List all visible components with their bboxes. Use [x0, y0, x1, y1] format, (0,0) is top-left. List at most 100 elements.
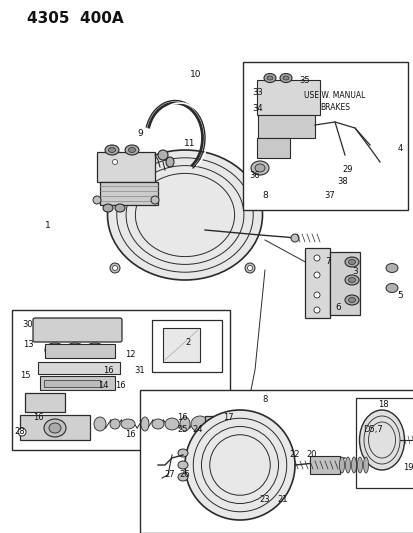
- Ellipse shape: [178, 461, 188, 469]
- Ellipse shape: [345, 457, 350, 473]
- Text: 1: 1: [45, 221, 51, 230]
- Ellipse shape: [152, 419, 164, 429]
- Ellipse shape: [65, 343, 85, 357]
- Ellipse shape: [247, 159, 252, 165]
- Ellipse shape: [108, 148, 115, 152]
- Ellipse shape: [45, 343, 65, 357]
- Ellipse shape: [125, 145, 139, 155]
- Bar: [20, 415, 90, 440]
- Text: 28: 28: [14, 427, 25, 437]
- Text: 34: 34: [252, 103, 263, 112]
- Text: 25: 25: [177, 425, 188, 434]
- Bar: [40, 376, 115, 390]
- Text: 12: 12: [124, 351, 135, 359]
- Ellipse shape: [158, 150, 168, 160]
- Text: 3: 3: [351, 268, 357, 277]
- Ellipse shape: [344, 295, 358, 305]
- Text: BRAKES: BRAKES: [319, 102, 349, 111]
- Ellipse shape: [103, 204, 113, 212]
- Text: 26: 26: [179, 471, 190, 480]
- Text: 38: 38: [337, 177, 347, 187]
- Ellipse shape: [166, 157, 173, 167]
- Ellipse shape: [244, 263, 254, 273]
- Ellipse shape: [344, 257, 358, 267]
- Text: 27: 27: [164, 471, 175, 480]
- Bar: [304, 248, 329, 318]
- Text: 8: 8: [261, 190, 267, 199]
- Ellipse shape: [49, 423, 61, 433]
- Bar: [242, 62, 407, 210]
- Bar: [204, 416, 228, 432]
- Text: 16: 16: [114, 382, 125, 391]
- Text: 20: 20: [306, 450, 316, 459]
- Text: 21: 21: [277, 496, 287, 505]
- Text: 11: 11: [184, 139, 195, 148]
- Ellipse shape: [385, 263, 397, 272]
- Ellipse shape: [358, 410, 404, 470]
- Ellipse shape: [254, 164, 264, 172]
- Text: 16: 16: [33, 414, 43, 423]
- Bar: [12, 310, 230, 450]
- Ellipse shape: [190, 416, 209, 432]
- Ellipse shape: [112, 159, 117, 165]
- Ellipse shape: [266, 76, 272, 80]
- Ellipse shape: [185, 410, 294, 520]
- Bar: [45, 344, 115, 358]
- Ellipse shape: [107, 150, 262, 280]
- Ellipse shape: [313, 292, 319, 298]
- Bar: [152, 320, 221, 372]
- Bar: [257, 115, 314, 138]
- Ellipse shape: [339, 457, 344, 473]
- Text: 37: 37: [324, 190, 335, 199]
- Bar: [355, 398, 413, 488]
- Text: 4305  400A: 4305 400A: [26, 11, 123, 26]
- Ellipse shape: [279, 74, 291, 83]
- Ellipse shape: [128, 148, 135, 152]
- Ellipse shape: [110, 263, 120, 273]
- Text: 16: 16: [124, 431, 135, 440]
- Text: 31: 31: [134, 367, 145, 376]
- Text: 23: 23: [259, 496, 270, 505]
- Bar: [38, 362, 120, 374]
- Text: 6: 6: [334, 303, 340, 312]
- Ellipse shape: [105, 145, 119, 155]
- Ellipse shape: [357, 457, 362, 473]
- Ellipse shape: [178, 449, 188, 457]
- Ellipse shape: [348, 260, 355, 264]
- Text: 24: 24: [192, 425, 203, 434]
- Bar: [35, 320, 120, 340]
- Ellipse shape: [313, 272, 319, 278]
- Ellipse shape: [110, 419, 120, 429]
- Ellipse shape: [344, 275, 358, 285]
- Text: 16: 16: [176, 414, 187, 423]
- Text: 9: 9: [137, 128, 142, 138]
- Ellipse shape: [313, 255, 319, 261]
- Ellipse shape: [110, 157, 120, 167]
- Text: USE W. MANUAL: USE W. MANUAL: [304, 91, 365, 100]
- Text: 4: 4: [396, 143, 402, 152]
- Ellipse shape: [244, 157, 254, 167]
- Ellipse shape: [290, 234, 298, 242]
- Text: 36: 36: [249, 171, 260, 180]
- Ellipse shape: [348, 278, 355, 282]
- Ellipse shape: [180, 417, 190, 431]
- Ellipse shape: [351, 457, 356, 473]
- Ellipse shape: [44, 419, 66, 437]
- Ellipse shape: [115, 204, 125, 212]
- Text: 16: 16: [102, 367, 113, 376]
- Text: 10: 10: [190, 69, 201, 78]
- Ellipse shape: [178, 473, 188, 481]
- Text: 7: 7: [324, 257, 330, 266]
- Ellipse shape: [18, 428, 26, 436]
- Ellipse shape: [151, 196, 159, 204]
- Text: 5: 5: [396, 290, 402, 300]
- Ellipse shape: [348, 297, 355, 303]
- Ellipse shape: [385, 284, 397, 293]
- Text: 22: 22: [289, 450, 299, 459]
- Ellipse shape: [313, 307, 319, 313]
- Ellipse shape: [247, 265, 252, 271]
- FancyBboxPatch shape: [33, 318, 122, 342]
- Ellipse shape: [85, 343, 105, 357]
- Text: 29: 29: [342, 166, 352, 174]
- Text: 2: 2: [185, 338, 190, 348]
